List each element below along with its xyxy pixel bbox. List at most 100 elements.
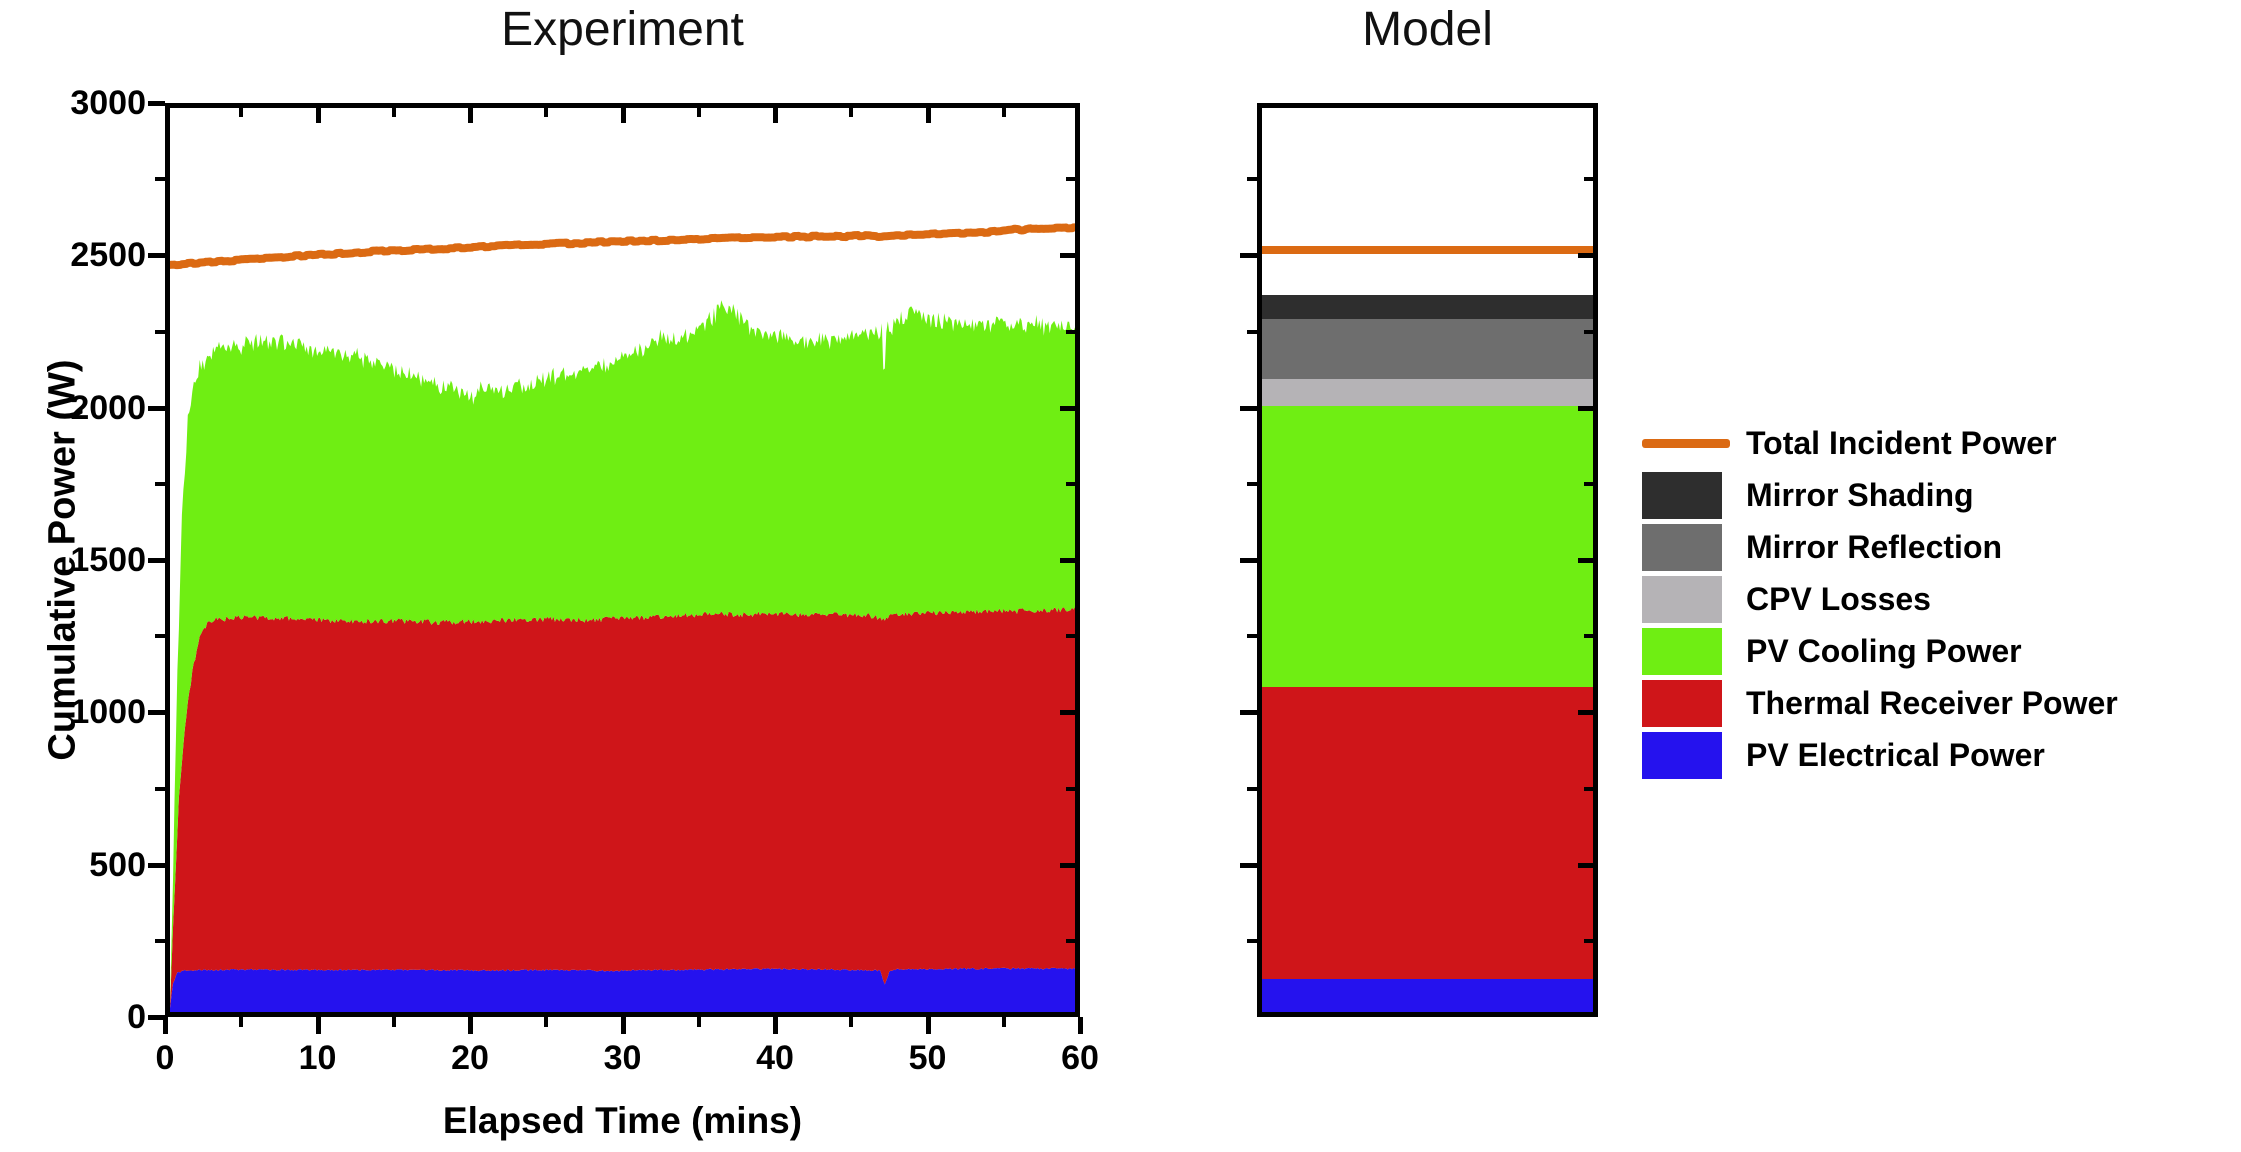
x-tick-label: 0 — [155, 1039, 175, 1077]
pv-cooling-area — [170, 300, 1075, 1004]
x-axis-title: Elapsed Time (mins) — [442, 1100, 803, 1141]
y-minor-tick-right — [1066, 634, 1075, 639]
model-y-major-tick-right — [1578, 253, 1593, 259]
x-tick-label: 60 — [1061, 1039, 1099, 1077]
y-minor-tick — [155, 177, 165, 182]
x-major-tick-top — [468, 108, 473, 123]
y-tick-label: 500 — [89, 845, 146, 884]
model-y-minor-tick-right — [1584, 938, 1593, 943]
y-major-tick-right — [1060, 558, 1075, 563]
y-major-tick-right — [1060, 405, 1075, 411]
y-major-tick-right — [1060, 253, 1075, 259]
pv-electrical-area — [170, 967, 1075, 1012]
model-y-minor-tick — [1247, 786, 1257, 791]
blue-swatch — [1642, 731, 1722, 779]
x-minor-tick — [391, 1017, 396, 1027]
experiment-stacked-area-chart — [170, 223, 1075, 1012]
y-minor-tick — [155, 481, 165, 486]
x-minor-tick — [1001, 1017, 1006, 1027]
model-title: Model — [1362, 3, 1493, 56]
x-major-tick-top — [620, 108, 626, 123]
model-segment-pv-cooling-power — [1262, 406, 1593, 687]
y-major-tick — [148, 405, 165, 411]
legend-label: Mirror Reflection — [1746, 528, 2003, 565]
x-tick-label: 40 — [756, 1039, 794, 1077]
x-major-tick — [163, 1017, 168, 1034]
y-major-tick — [148, 1015, 165, 1020]
green-swatch — [1642, 627, 1722, 675]
red-swatch — [1642, 679, 1734, 727]
blue-swatch — [1642, 731, 1734, 779]
gray-swatch — [1642, 523, 1734, 571]
y-minor-tick — [155, 634, 165, 639]
y-major-tick-right — [1060, 862, 1075, 868]
model-y-minor-tick — [1247, 938, 1257, 943]
y-minor-tick-right — [1066, 481, 1075, 486]
y-minor-tick-right — [1066, 329, 1075, 334]
legend-label: PV Cooling Power — [1746, 632, 2022, 669]
x-minor-tick-top — [239, 108, 244, 117]
x-major-tick — [620, 1017, 626, 1034]
thermal-receiver-area — [170, 606, 1075, 1008]
x-major-tick-top — [315, 108, 321, 123]
model-y-major-tick — [1240, 558, 1257, 563]
legend-item: PV Electrical Power — [1642, 729, 2118, 781]
model-y-minor-tick-right — [1584, 634, 1593, 639]
x-minor-tick-top — [696, 108, 701, 117]
model-y-minor-tick-right — [1584, 177, 1593, 182]
light-gray-swatch — [1642, 575, 1734, 623]
model-y-major-tick — [1240, 710, 1257, 716]
gray-swatch — [1642, 523, 1722, 571]
dark-gray-swatch — [1642, 471, 1734, 519]
y-major-tick — [148, 710, 165, 716]
y-major-tick-right — [1060, 710, 1075, 716]
model-segment-cpv-losses — [1262, 379, 1593, 407]
green-swatch — [1642, 627, 1734, 675]
orange-line-swatch — [1642, 438, 1734, 448]
y-minor-tick — [155, 329, 165, 334]
light-gray-swatch — [1642, 575, 1722, 623]
y-tick-label: 2000 — [70, 388, 146, 427]
x-tick-label: 50 — [908, 1039, 947, 1077]
legend-label: Mirror Shading — [1746, 476, 1974, 513]
y-major-tick — [148, 101, 165, 106]
x-tick-label: 10 — [298, 1039, 337, 1077]
x-major-tick-top — [925, 108, 931, 123]
x-minor-tick — [239, 1017, 244, 1027]
y-tick-label: 1500 — [70, 541, 146, 579]
y-minor-tick — [155, 786, 165, 791]
model-segment-mirror-reflection — [1262, 318, 1593, 380]
model-y-major-tick-right — [1578, 558, 1593, 563]
model-y-major-tick-right — [1578, 862, 1593, 868]
legend-item: CPV Losses — [1642, 573, 2118, 625]
x-major-tick — [773, 1017, 778, 1034]
x-minor-tick-top — [1001, 108, 1006, 117]
experiment-plot-area — [170, 108, 1075, 1012]
model-y-minor-tick — [1247, 634, 1257, 639]
y-major-tick — [148, 862, 165, 868]
model-total-incident-line — [1262, 245, 1593, 254]
legend-item: Thermal Receiver Power — [1642, 677, 2118, 729]
orange-line-swatch — [1642, 438, 1730, 448]
x-minor-tick — [544, 1017, 549, 1027]
x-minor-tick — [849, 1017, 854, 1027]
y-tick-label: 1000 — [70, 693, 146, 732]
model-y-major-tick-right — [1578, 405, 1593, 411]
model-y-minor-tick — [1247, 329, 1257, 334]
model-segment-thermal-receiver-power — [1262, 686, 1593, 979]
legend-item: PV Cooling Power — [1642, 625, 2118, 677]
x-minor-tick-top — [391, 108, 396, 117]
model-y-minor-tick-right — [1584, 481, 1593, 486]
model-segment-mirror-shading — [1262, 294, 1593, 319]
x-major-tick-top — [773, 108, 778, 123]
y-tick-label: 3000 — [70, 84, 146, 122]
y-major-tick — [148, 558, 165, 563]
y-tick-label: 2500 — [70, 236, 146, 275]
model-y-minor-tick-right — [1584, 786, 1593, 791]
y-minor-tick — [155, 938, 165, 943]
y-minor-tick-right — [1066, 177, 1075, 182]
legend-label: Thermal Receiver Power — [1746, 684, 2118, 721]
dark-gray-swatch — [1642, 471, 1722, 519]
y-major-tick — [148, 253, 165, 259]
